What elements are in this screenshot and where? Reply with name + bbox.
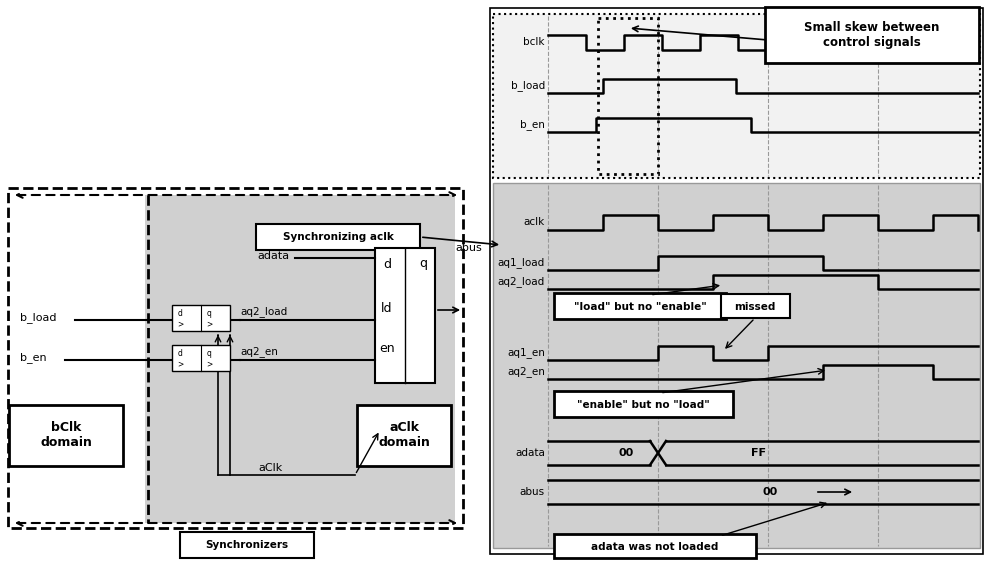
Text: q: q: [206, 348, 211, 358]
Text: aClk
domain: aClk domain: [378, 421, 430, 449]
FancyBboxPatch shape: [145, 195, 455, 523]
FancyBboxPatch shape: [9, 405, 123, 466]
Text: bClk
domain: bClk domain: [40, 421, 92, 449]
Text: b_en: b_en: [520, 119, 545, 131]
Text: aq2_load: aq2_load: [497, 276, 545, 288]
Text: Synchronizing aclk: Synchronizing aclk: [282, 232, 393, 242]
Text: b_en: b_en: [20, 352, 47, 364]
FancyBboxPatch shape: [554, 391, 733, 417]
Text: q: q: [419, 257, 427, 270]
FancyBboxPatch shape: [765, 7, 979, 63]
Text: >: >: [206, 360, 212, 369]
Text: "enable" but no "load": "enable" but no "load": [577, 400, 710, 410]
FancyBboxPatch shape: [172, 345, 230, 371]
Text: >: >: [176, 360, 183, 369]
FancyBboxPatch shape: [172, 305, 230, 331]
Text: b_load: b_load: [20, 312, 56, 324]
Text: aClk: aClk: [258, 463, 282, 473]
FancyBboxPatch shape: [554, 534, 756, 558]
Text: missed: missed: [734, 302, 776, 312]
Text: adata: adata: [258, 251, 290, 261]
Text: >: >: [206, 319, 212, 328]
Text: >: >: [176, 319, 183, 328]
Text: Small skew between
control signals: Small skew between control signals: [805, 21, 939, 49]
Text: aq2_load: aq2_load: [240, 306, 287, 318]
Text: adata: adata: [515, 448, 545, 458]
Text: aq2_en: aq2_en: [507, 367, 545, 377]
Text: abus: abus: [455, 243, 482, 253]
FancyBboxPatch shape: [180, 532, 314, 558]
FancyBboxPatch shape: [375, 248, 435, 383]
Text: aq1_load: aq1_load: [497, 257, 545, 269]
Text: ld: ld: [382, 302, 392, 315]
Text: aq2_en: aq2_en: [240, 347, 277, 358]
FancyBboxPatch shape: [490, 8, 983, 554]
Text: d: d: [383, 257, 391, 270]
Text: abus: abus: [520, 487, 545, 497]
Text: adata was not loaded: adata was not loaded: [592, 542, 718, 552]
Text: bclk: bclk: [523, 37, 545, 47]
FancyBboxPatch shape: [721, 294, 790, 318]
Text: q: q: [206, 309, 211, 318]
FancyBboxPatch shape: [493, 183, 980, 548]
Text: 00: 00: [762, 487, 778, 497]
Text: aclk: aclk: [524, 217, 545, 227]
FancyBboxPatch shape: [493, 14, 980, 178]
Text: d: d: [177, 309, 182, 318]
Text: en: en: [380, 342, 394, 355]
Text: FF: FF: [750, 448, 765, 458]
Text: Synchronizers: Synchronizers: [205, 540, 288, 550]
FancyBboxPatch shape: [256, 224, 420, 250]
Text: d: d: [177, 348, 182, 358]
FancyBboxPatch shape: [357, 405, 451, 466]
Text: 00: 00: [618, 448, 633, 458]
Text: b_load: b_load: [510, 81, 545, 91]
Text: aq1_en: aq1_en: [507, 347, 545, 359]
Text: "load" but no "enable": "load" but no "enable": [574, 302, 707, 312]
FancyBboxPatch shape: [554, 293, 726, 319]
FancyBboxPatch shape: [8, 188, 463, 528]
